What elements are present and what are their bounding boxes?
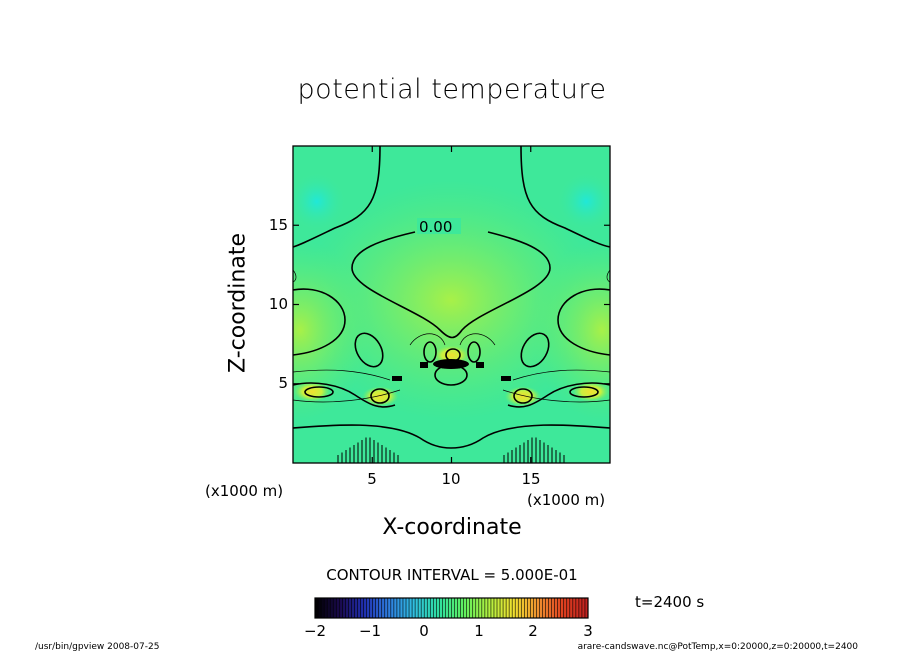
contour-line: [512, 369, 610, 381]
footer-command: /usr/bin/gpview 2008-07-25: [35, 642, 160, 652]
contour-line: [520, 332, 550, 368]
contour-line: [354, 332, 384, 368]
contour-lines: [293, 146, 610, 449]
z-axis-unit: (x1000 m): [205, 482, 284, 500]
y-tick-label: 10: [268, 295, 288, 313]
lime-band-center: [301, 180, 601, 420]
colorbar-tick-label: −2: [303, 622, 327, 640]
footer-source: arare-candswave.nc@PotTemp,x=0:20000,z=0…: [577, 642, 858, 652]
contour-line: [293, 369, 391, 381]
warm-spot: [362, 386, 399, 407]
contour-line: [467, 341, 481, 363]
cool-spot: [293, 171, 347, 232]
contour-label: 0.00: [419, 218, 452, 236]
x-axis-unit: (x1000 m): [527, 491, 606, 509]
contour-line: [557, 288, 610, 356]
time-label: t=2400 s: [635, 593, 705, 611]
y-tick-label: 5: [278, 374, 288, 392]
contour-line: [513, 388, 533, 404]
y-tick-label: 15: [268, 216, 288, 234]
contour-line: [293, 269, 297, 283]
y-axis-label: Z-coordinate: [225, 233, 251, 373]
cool-spot: [556, 171, 610, 232]
contour-line: [293, 424, 452, 449]
colorbar-tick-label: 1: [474, 622, 484, 640]
contour-line: [351, 231, 551, 339]
contour-line: [293, 382, 396, 408]
dense-contour-cluster: [392, 359, 511, 381]
contour-interval-text: CONTOUR INTERVAL = 5.000E-01: [326, 566, 578, 584]
contour-line: [304, 386, 334, 398]
colorbar-stripes: [314, 598, 589, 618]
colorbar-tick-label: 0: [419, 622, 429, 640]
lime-band-left: [293, 240, 370, 420]
colorbar-frame: [314, 597, 589, 619]
contour-lines-thin: [293, 269, 610, 403]
contour-line: [520, 146, 610, 248]
contour-line: [293, 288, 346, 356]
contour-line: [409, 333, 446, 346]
warm-spot: [504, 386, 541, 407]
x-axis-label: X-coordinate: [382, 515, 522, 540]
contour-line: [423, 341, 437, 363]
contour-line: [293, 146, 381, 248]
heatmap-field: 0.00: [293, 146, 610, 463]
contour-line: [502, 389, 610, 403]
contour-line: [450, 424, 610, 449]
contour-label-box: [417, 218, 461, 234]
x-tick-label: 15: [521, 470, 541, 488]
contour-line: [569, 386, 599, 398]
colorbar: [314, 597, 589, 619]
tick-marks: [293, 146, 610, 463]
x-tick-label: 10: [441, 470, 461, 488]
lime-band-right: [532, 240, 610, 420]
bottom-striations: [337, 437, 565, 463]
contour-line: [370, 388, 390, 404]
contour-line: [459, 333, 496, 346]
colorbar-tick-label: −1: [358, 622, 382, 640]
contour-line: [293, 389, 401, 403]
chart-title: potential temperature: [297, 74, 607, 105]
colorbar-tick-label: 3: [583, 622, 593, 640]
contour-line: [507, 382, 610, 408]
x-tick-label: 5: [367, 470, 377, 488]
colorbar-tick-label: 2: [528, 622, 538, 640]
contour-line: [606, 269, 610, 283]
